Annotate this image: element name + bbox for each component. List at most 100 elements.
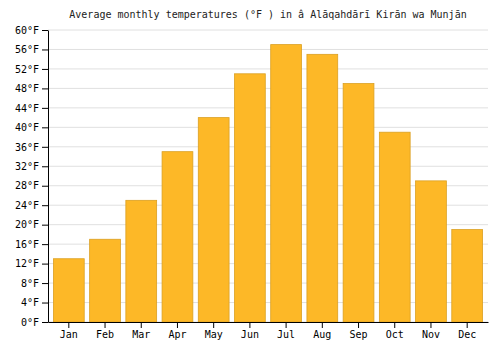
- x-tick: Mar: [132, 322, 150, 340]
- tick-label: 36°F: [15, 142, 39, 153]
- tick-mark: [141, 322, 142, 328]
- tick-label: Aug: [313, 329, 331, 340]
- tick-label: 0°F: [21, 317, 39, 328]
- tick-label: Jan: [60, 329, 78, 340]
- y-tick: 16°F: [15, 239, 48, 250]
- bar: [307, 54, 338, 322]
- y-tick: 32°F: [15, 161, 48, 172]
- tick-label: 44°F: [15, 103, 39, 114]
- bar: [126, 200, 157, 322]
- tick-label: 4°F: [21, 297, 39, 308]
- title: Average monthly temperatures (°F ) in â …: [69, 9, 466, 20]
- tick-label: Nov: [422, 329, 440, 340]
- bar: [53, 259, 84, 322]
- tick-label: 8°F: [21, 278, 39, 289]
- tick-mark: [42, 205, 48, 206]
- y-axis: 0°F 4°F 8°F 12°F 16°F 20°F 24°F 28°F 32°F 36°F 40°…: [15, 25, 49, 328]
- tick-mark: [42, 30, 48, 31]
- tick-label: Oct: [386, 329, 404, 340]
- tick-mark: [286, 322, 287, 328]
- tick-mark: [177, 322, 178, 328]
- tick-mark: [394, 322, 395, 328]
- bars: [53, 45, 482, 322]
- x-tick: Nov: [422, 322, 440, 340]
- bar: [162, 152, 193, 322]
- grid-line: [48, 30, 488, 31]
- y-tick: 56°F: [15, 44, 48, 55]
- x-tick: May: [205, 322, 223, 340]
- plot-area: 0°F 4°F 8°F 12°F 16°F 20°F 24°F 28°F 32°F 36°F 40°…: [15, 25, 489, 340]
- y-tick: 8°F: [21, 278, 48, 289]
- grid: [48, 30, 488, 322]
- tick-mark: [42, 69, 48, 70]
- x-axis: Jan Feb Mar Apr May Jun Jul Aug Sep Oct Nov Dec: [49, 322, 489, 340]
- tick-label: 52°F: [15, 64, 39, 75]
- tick-mark: [42, 283, 48, 284]
- x-tick: Dec: [458, 322, 476, 340]
- y-tick: 52°F: [15, 64, 48, 75]
- bar: [271, 45, 302, 322]
- tick-label: 56°F: [15, 44, 39, 55]
- grid-line: [48, 146, 488, 147]
- tick-mark: [42, 166, 48, 167]
- tick-mark: [430, 322, 431, 328]
- tick-mark: [42, 147, 48, 148]
- tick-label: 60°F: [15, 25, 39, 36]
- grid-line: [48, 166, 488, 167]
- tick-label: Apr: [168, 329, 186, 340]
- y-tick: 36°F: [15, 142, 48, 153]
- chart: 0°F 4°F 8°F 12°F 16°F 20°F 24°F 28°F 32°F 36°F 40°…: [0, 0, 500, 350]
- axis-line: [48, 31, 49, 323]
- tick-mark: [68, 322, 69, 328]
- y-tick: 48°F: [15, 83, 48, 94]
- tick-mark: [42, 186, 48, 187]
- tick-mark: [42, 127, 48, 128]
- y-tick: 24°F: [15, 200, 48, 211]
- x-tick: Jul: [277, 322, 295, 340]
- x-tick: Aug: [313, 322, 331, 340]
- x-tick: Oct: [386, 322, 404, 340]
- y-tick: 28°F: [15, 180, 48, 191]
- bar: [90, 239, 121, 322]
- tick-mark: [42, 108, 48, 109]
- y-tick: 40°F: [15, 122, 48, 133]
- x-tick: Jan: [60, 322, 78, 340]
- x-tick: Feb: [96, 322, 114, 340]
- tick-mark: [467, 322, 468, 328]
- tick-mark: [322, 322, 323, 328]
- tick-label: 24°F: [15, 200, 39, 211]
- tick-mark: [42, 303, 48, 304]
- y-tick: 60°F: [15, 25, 48, 36]
- tick-label: Jun: [241, 329, 259, 340]
- tick-label: 40°F: [15, 122, 39, 133]
- tick-label: 32°F: [15, 161, 39, 172]
- tick-label: May: [205, 329, 223, 340]
- tick-label: Dec: [458, 329, 476, 340]
- y-tick: 0°F: [21, 317, 48, 328]
- tick-mark: [42, 244, 48, 245]
- tick-label: Mar: [132, 329, 150, 340]
- bar: [416, 181, 447, 322]
- tick-label: 12°F: [15, 258, 39, 269]
- bar: [452, 230, 483, 322]
- x-tick: Sep: [350, 322, 368, 340]
- tick-mark: [213, 322, 214, 328]
- grid-line: [48, 127, 488, 128]
- tick-label: 20°F: [15, 219, 39, 230]
- bar: [379, 132, 410, 322]
- tick-label: Jul: [277, 329, 295, 340]
- y-tick: 12°F: [15, 258, 48, 269]
- tick-label: 28°F: [15, 180, 39, 191]
- y-tick: 20°F: [15, 219, 48, 230]
- grid-line: [48, 88, 488, 89]
- axis-line: [49, 322, 489, 323]
- tick-label: Sep: [350, 329, 368, 340]
- grid-line: [48, 49, 488, 50]
- tick-mark: [42, 264, 48, 265]
- bar: [235, 74, 266, 322]
- tick-mark: [358, 322, 359, 328]
- y-tick: 44°F: [15, 103, 48, 114]
- tick-mark: [42, 322, 48, 323]
- tick-label: 16°F: [15, 239, 39, 250]
- x-tick: Apr: [168, 322, 186, 340]
